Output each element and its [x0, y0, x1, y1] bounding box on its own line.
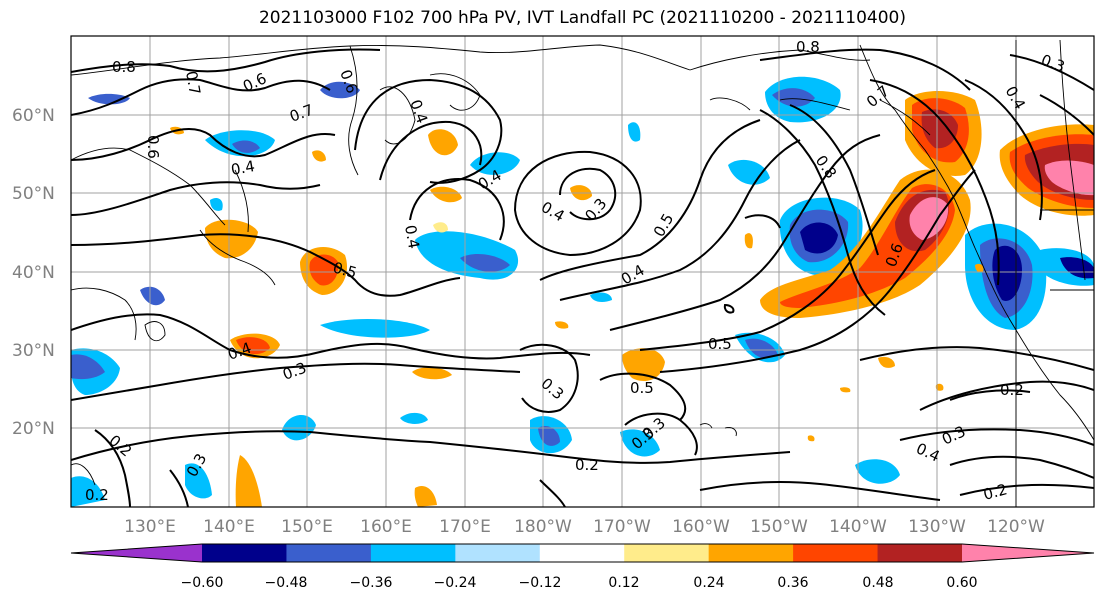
- colorbar-segment: [624, 544, 710, 562]
- colorbar-tick-label: 0.24: [693, 575, 724, 591]
- lon-label: 140°W: [829, 517, 887, 537]
- lon-labels: 130°E 140°E 150°E 160°E 170°E 180°W 170°…: [124, 517, 1045, 537]
- colorbar-segment: [708, 544, 794, 562]
- colorbar-extend-high: [962, 544, 1094, 562]
- contour-label: 0.5: [708, 335, 732, 353]
- colorbar-tick-label: 0.36: [777, 575, 808, 591]
- colorbar-segment: [877, 544, 963, 562]
- contour-label: 0.4: [401, 224, 423, 251]
- contour-label: 0.2: [1000, 381, 1024, 399]
- colorbar-tick-label: −0.12: [519, 575, 562, 591]
- contour-label: 0.5: [630, 379, 654, 397]
- colorbar-segment: [370, 544, 456, 562]
- lon-label: 170°E: [439, 517, 491, 537]
- lon-label: 120°W: [987, 517, 1045, 537]
- colorbar-segment: [793, 544, 879, 562]
- colorbar-segment: [539, 544, 625, 562]
- lon-label: 140°E: [203, 517, 255, 537]
- contour-label: 0.7: [863, 82, 893, 111]
- lat-label: 30°N: [12, 341, 55, 361]
- lon-label: 170°W: [593, 517, 651, 537]
- contour-label: 0.3: [537, 374, 567, 403]
- contour-label: 0.3: [280, 359, 309, 384]
- lon-label: 160°W: [672, 517, 730, 537]
- lon-label: 150°W: [750, 517, 808, 537]
- contour-label: 0.2: [575, 456, 599, 474]
- contour-label: 0.4: [230, 157, 257, 179]
- contour-label: 0.4: [406, 97, 431, 126]
- lat-label: 20°N: [12, 419, 55, 439]
- colorbar-segment: [202, 544, 287, 562]
- colorbar-extend-low: [71, 544, 202, 562]
- contour-label: 0.8: [796, 38, 820, 56]
- contour-label: 0.8: [812, 152, 840, 182]
- colorbar-tick-label: 0.60: [946, 575, 977, 591]
- contour-label: 0.4: [913, 439, 942, 465]
- lon-label: 150°E: [281, 517, 333, 537]
- contour-label: 0.2: [85, 486, 109, 504]
- colorbar-segment: [286, 544, 372, 562]
- negative-shading: [71, 76, 1094, 507]
- lon-label: 130°W: [908, 517, 966, 537]
- contour-label: 0.4: [538, 198, 568, 226]
- pv-contours: [71, 48, 1094, 507]
- contour-label: 0.7: [287, 101, 316, 126]
- lat-label: 60°N: [12, 106, 55, 126]
- lat-labels: 60°N 50°N 40°N 30°N 20°N: [12, 106, 55, 439]
- contour-label: 0.2: [981, 480, 1009, 504]
- contour-label: 0.5: [331, 258, 359, 282]
- lat-label: 50°N: [12, 184, 55, 204]
- contour-label: 0.6: [144, 135, 162, 159]
- colorbar-tick-label: 0.12: [608, 575, 639, 591]
- contour-label: 0.8: [112, 58, 136, 76]
- shaded-anomaly-fields: [71, 76, 1094, 507]
- colorbar-tick-label: −0.48: [265, 575, 308, 591]
- positive-shading: [170, 91, 1094, 507]
- lat-label: 40°N: [12, 263, 55, 283]
- colorbar-outline: [70, 543, 1095, 563]
- colorbar-tick-label: −0.24: [434, 575, 477, 591]
- colorbar-tick-label: 0.48: [862, 575, 893, 591]
- lon-label: 130°E: [124, 517, 176, 537]
- graticule: [71, 36, 1094, 507]
- colorbar: −0.60 −0.48 −0.36 −0.24 −0.12 0.12 0.24 …: [70, 543, 1095, 591]
- contour-label: 0.5: [650, 210, 678, 240]
- lon-label: 160°E: [360, 517, 412, 537]
- contour-label: 0.6: [240, 69, 269, 95]
- colorbar-tick-label: −0.36: [350, 575, 393, 591]
- contour-label: 0.3: [939, 422, 968, 448]
- colorbar-segments: [71, 544, 1094, 562]
- colorbar-tick-labels: −0.60 −0.48 −0.36 −0.24 −0.12 0.12 0.24 …: [181, 575, 978, 591]
- contour-label: 0.7: [182, 70, 204, 97]
- colorbar-segment: [455, 544, 541, 562]
- map-frame: [70, 35, 1095, 508]
- map-title: 2021103000 F102 700 hPa PV, IVT Landfall…: [258, 8, 906, 28]
- contour-label: 0.2: [105, 431, 135, 460]
- colorbar-tick-label: −0.60: [181, 575, 224, 591]
- lon-label: 180°W: [514, 517, 572, 537]
